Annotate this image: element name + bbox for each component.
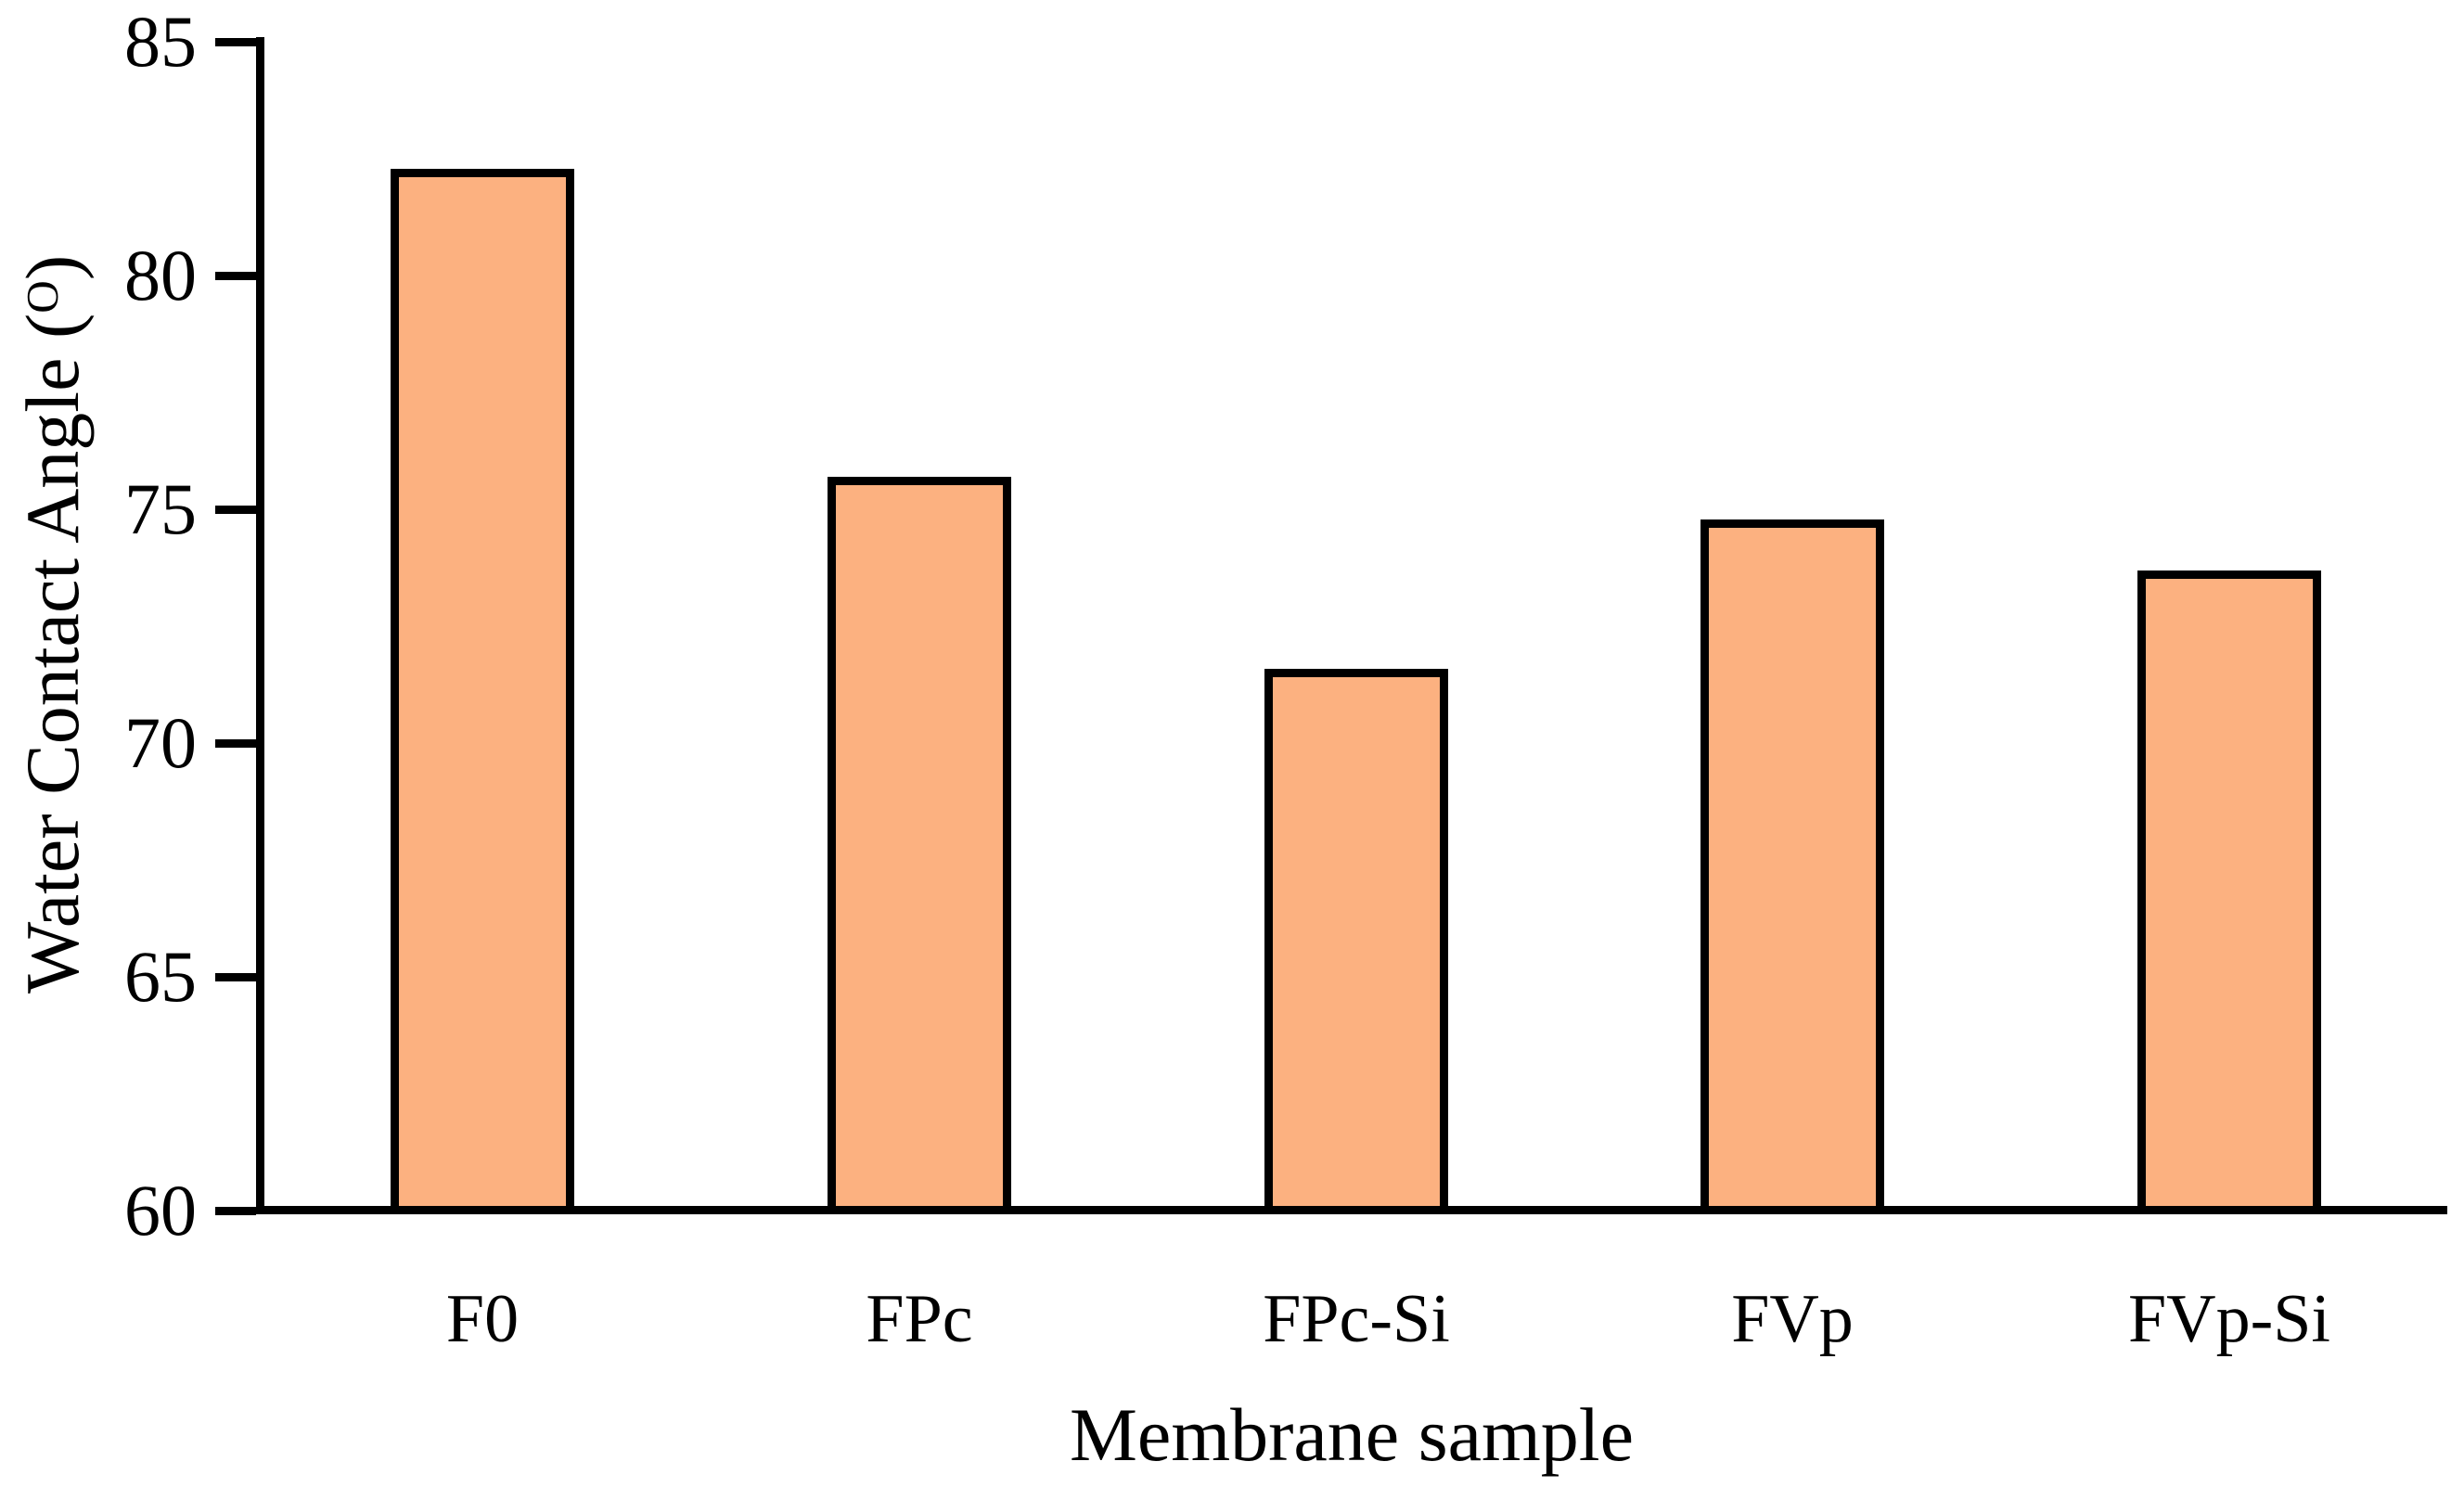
y-tick-label: 70	[124, 702, 197, 783]
bar-F0	[391, 169, 574, 1206]
x-category-label: FVp-Si	[2128, 1281, 2330, 1357]
bar-FPc-Si	[1264, 669, 1448, 1206]
y-tick-mark	[215, 506, 256, 514]
x-axis-title: Membrane sample	[1070, 1392, 1634, 1477]
y-tick-label: 85	[124, 1, 197, 82]
degree-superscript: O	[16, 280, 68, 314]
y-tick-label: 60	[124, 1170, 197, 1250]
y-axis-title: Water Contact Angle (O)	[1, 0, 105, 1366]
x-category-label: FPc-Si	[1263, 1281, 1450, 1357]
y-tick-mark	[215, 973, 256, 981]
y-tick-mark	[215, 1207, 256, 1215]
y-axis-title-close: )	[10, 254, 95, 281]
x-category-label: FVp	[1731, 1281, 1854, 1357]
y-axis-title-text: Water Contact Angle (	[10, 313, 95, 994]
bar-FPc	[828, 477, 1011, 1206]
bar-FVp-Si	[2137, 571, 2321, 1206]
y-tick-mark	[215, 739, 256, 748]
y-tick-mark	[215, 38, 256, 46]
y-tick-label: 65	[124, 936, 197, 1017]
y-tick-label: 75	[124, 468, 197, 549]
bar-FVp	[1700, 519, 1884, 1206]
y-tick-mark	[215, 272, 256, 280]
x-axis-line	[256, 1206, 2447, 1214]
x-category-label: FPc	[866, 1281, 973, 1357]
x-category-label: F0	[445, 1281, 520, 1357]
y-axis-line	[256, 37, 264, 1214]
y-tick-label: 80	[124, 235, 197, 315]
